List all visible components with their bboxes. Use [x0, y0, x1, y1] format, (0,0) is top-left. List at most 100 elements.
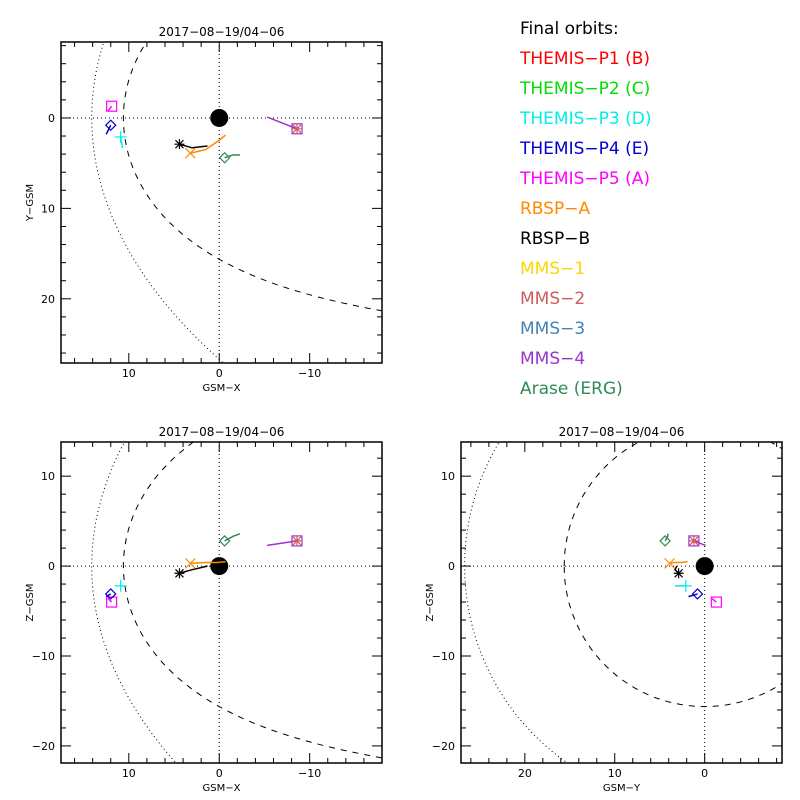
spacecraft-mms-2: [292, 123, 303, 134]
legend-item: THEMIS−P3 (D): [520, 109, 652, 129]
y-tick-label: −10: [432, 650, 455, 663]
spacecraft-marker-diamond: [218, 535, 231, 547]
y-tick-label: 0: [48, 112, 55, 125]
spacecraft-rbsp-a: [664, 557, 688, 569]
y-axis-label: Z−GSM: [425, 584, 436, 622]
orbit-trail: [190, 134, 227, 154]
legend-item: MMS−3: [520, 319, 586, 339]
plot-area: [61, 42, 382, 363]
spacecraft-themis-p3-d: [675, 579, 692, 592]
x-axis-label: GSM−X: [203, 783, 241, 794]
orbit-trail: [179, 565, 208, 574]
y-tick-label: 10: [41, 470, 55, 483]
plot-frame: [60, 441, 383, 764]
orbit-trail: [224, 533, 241, 542]
plot-panel-bottom-right: 2017−08−19/04−06 20 10 0 10 0 −10 −20 GSM−Y Z−GSM: [425, 425, 783, 794]
spacecraft-marker-asterisk: [292, 535, 303, 546]
legend-title: Final orbits:: [520, 19, 619, 39]
legend-item: Arase (ERG): [520, 379, 623, 399]
spacecraft-marker-x: [184, 557, 196, 569]
earth-marker: [210, 557, 229, 576]
spacecraft-rbsp-a: [184, 557, 226, 569]
spacecraft-marker-square: [106, 100, 118, 112]
legend-item: RBSP−A: [520, 199, 591, 219]
x-tick-label: −10: [298, 367, 321, 380]
bow-shock-curve: [91, 442, 177, 763]
earth-marker: [695, 557, 714, 576]
spacecraft-marker-asterisk: [174, 139, 185, 150]
spacecraft-marker-diamond: [218, 151, 231, 164]
orbit-trail: [105, 124, 112, 135]
spacecraft-marker-diamond: [691, 588, 704, 600]
spacecraft-marker-square: [106, 596, 118, 608]
magnetopause-curve: [122, 442, 382, 759]
orbit-trail: [190, 560, 226, 565]
spacecraft-rbsp-b: [174, 565, 208, 579]
spacecraft-marker-diamond: [659, 535, 671, 547]
spacecraft-marker-asterisk: [673, 568, 684, 579]
spacecraft-marker-asterisk: [174, 568, 185, 579]
legend-item: MMS−4: [520, 349, 586, 369]
legend: Final orbits: THEMIS−P1 (B) THEMIS−P2 (C)…: [520, 14, 651, 399]
spacecraft-themis-p5-a: [710, 596, 722, 608]
orbit-trail: [107, 105, 113, 112]
spacecraft-themis-p4-e: [688, 588, 704, 600]
orbit-trail: [664, 533, 669, 542]
orbit-trail: [107, 597, 113, 603]
spacecraft-marker-asterisk: [292, 123, 303, 134]
x-axis-label: GSM−Y: [603, 783, 641, 794]
spacecraft-marker-diamond: [104, 119, 117, 132]
orbit-trail: [693, 540, 706, 547]
spacecraft-rbsp-a: [184, 134, 227, 159]
plot-area: [61, 442, 382, 763]
spacecraft-marker-plus: [679, 579, 692, 592]
plot-panel-bottom-left: 2017−08−19/04−06 10 0 −10 10 0 −10 −20 GSM−X Z−GS…: [25, 425, 383, 794]
x-tick-label: 10: [608, 767, 622, 780]
spacecraft-themis-p3-d: [114, 130, 127, 148]
x-tick-label: 10: [122, 367, 136, 380]
y-tick-label: 10: [441, 470, 455, 483]
x-axis-label: GSM−X: [203, 383, 241, 394]
x-tick-label: 10: [122, 767, 136, 780]
y-tick-label: −20: [32, 740, 55, 753]
bow-shock-curve: [91, 42, 225, 363]
orbit-trail: [669, 560, 688, 565]
legend-item: THEMIS−P4 (E): [520, 139, 650, 159]
legend-item: RBSP−B: [520, 229, 591, 249]
y-tick-label: −20: [432, 740, 455, 753]
spacecraft-mms-2: [688, 535, 699, 546]
plot-title: 2017−08−19/04−06: [559, 425, 685, 439]
y-axis-label: Z−GSM: [25, 584, 36, 622]
plot-panel-top-left: 2017−08−19/04−06 10 0 −10 0 10 20 GSM−X Y−GSM: [25, 25, 383, 394]
spacecraft-rbsp-b: [673, 565, 684, 579]
legend-item: THEMIS−P5 (A): [520, 169, 650, 189]
x-tick-label: −10: [298, 767, 321, 780]
magnetopause-curve: [122, 42, 382, 312]
spacecraft-mms-2: [292, 535, 303, 546]
spacecraft-marker-plus: [114, 579, 127, 592]
y-axis-label: Y−GSM: [25, 184, 36, 222]
axis-ticks: [461, 442, 782, 763]
x-tick-label: 0: [701, 767, 708, 780]
spacecraft-arase-erg: [659, 533, 671, 547]
spacecraft-marker-square: [710, 596, 722, 608]
y-tick-label: 0: [48, 560, 55, 573]
plot-frame: [460, 441, 783, 764]
plot-title: 2017−08−19/04−06: [159, 425, 285, 439]
legend-item: THEMIS−P2 (C): [520, 79, 651, 99]
plot-frame: [60, 41, 383, 364]
x-tick-label: 20: [518, 767, 532, 780]
spacecraft-marker-plus: [114, 130, 127, 143]
spacecraft-marker-diamond: [104, 588, 117, 600]
y-tick-label: 0: [448, 560, 455, 573]
spacecraft-rbsp-b: [174, 139, 208, 150]
spacecraft-themis-p4-e: [104, 588, 117, 600]
legend-item: MMS−1: [520, 259, 586, 279]
y-tick-label: 20: [41, 293, 55, 306]
spacecraft-marker-x: [664, 557, 676, 569]
magnetopause-curve: [563, 442, 782, 708]
plot-title: 2017−08−19/04−06: [159, 25, 285, 39]
orbit-trail: [105, 593, 112, 598]
earth-marker: [210, 108, 229, 127]
